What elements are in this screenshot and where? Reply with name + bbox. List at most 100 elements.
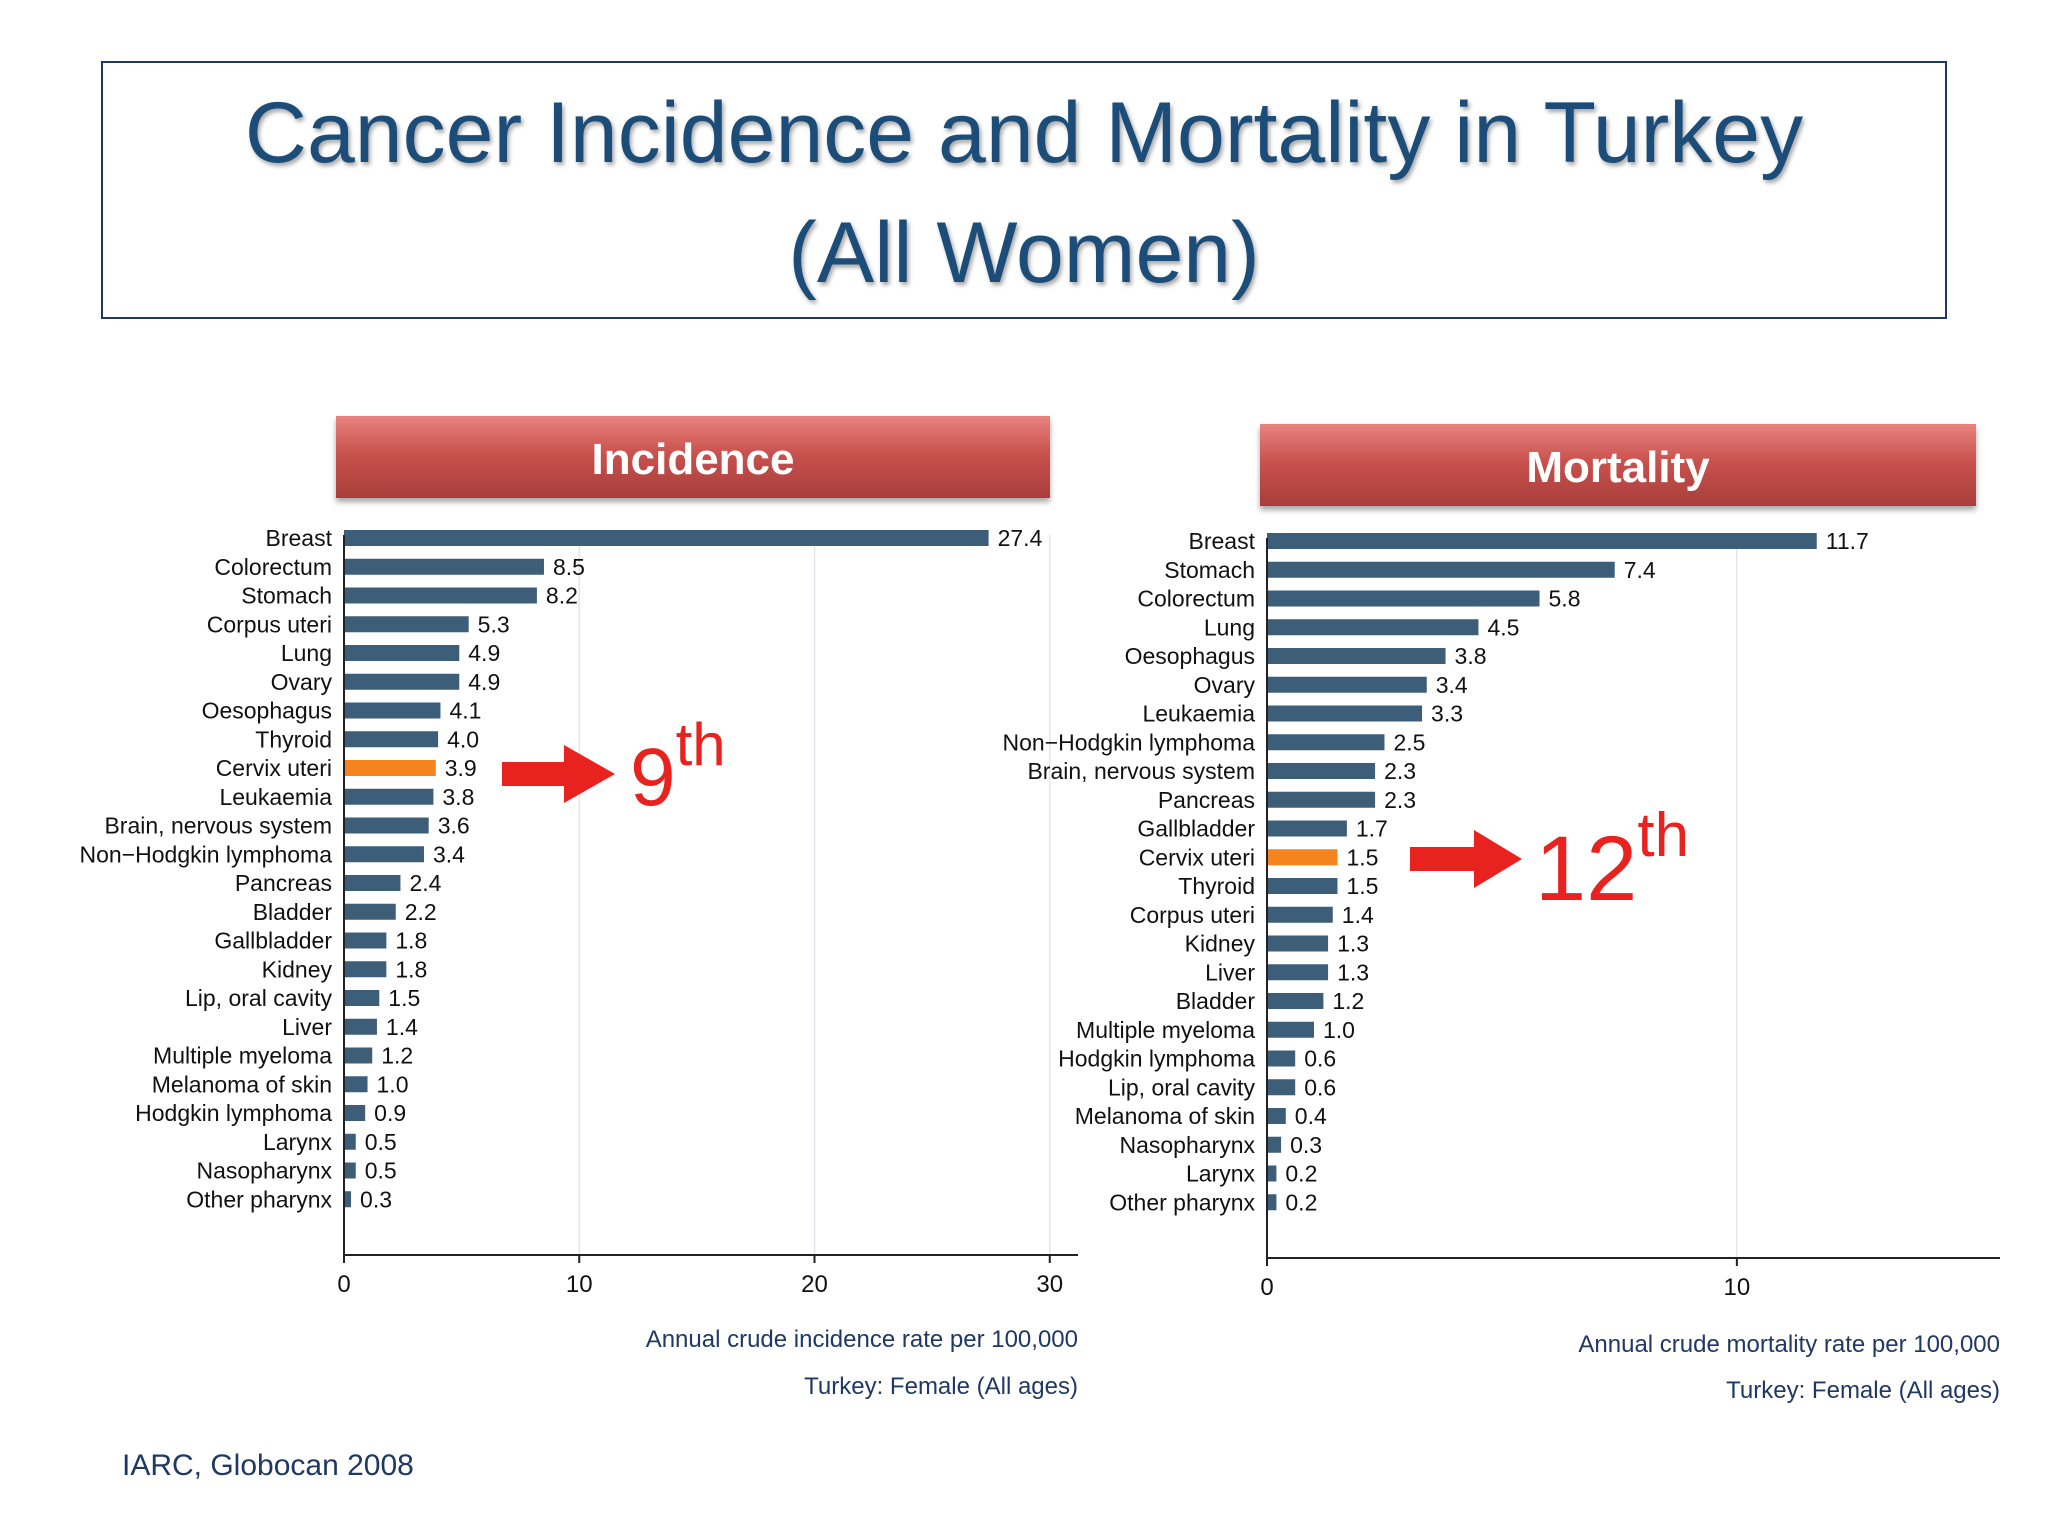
incidence-category-label: Melanoma of skin — [152, 1071, 332, 1097]
incidence-bar-leukaemia — [344, 788, 434, 805]
mortality-bar-kidney — [1267, 935, 1329, 952]
mortality-bar-cervix-uteri — [1267, 849, 1338, 866]
incidence-value-label: 0.5 — [365, 1158, 397, 1184]
incidence-bar-pancreas — [344, 875, 401, 891]
incidence-bar-kidney — [344, 961, 387, 978]
mortality-bar-thyroid — [1267, 878, 1338, 894]
incidence-banner-label: Incidence — [592, 435, 795, 484]
incidence-bar-corpus-uteri — [344, 616, 469, 633]
mortality-bar-leukaemia — [1267, 705, 1423, 722]
incidence-value-label: 0.5 — [365, 1129, 397, 1155]
mortality-value-label: 1.3 — [1337, 959, 1369, 985]
mortality-note: Turkey: Female (All ages) — [1726, 1377, 2000, 1404]
mortality-bar-bladder — [1267, 993, 1324, 1009]
incidence-category-label: Stomach — [241, 583, 332, 609]
mortality-bar-other-pharynx — [1267, 1194, 1277, 1211]
incidence-bar-gallbladder — [344, 932, 387, 949]
incidence-value-label: 5.3 — [478, 611, 510, 637]
incidence-value-label: 2.2 — [405, 899, 437, 925]
incidence-category-label: Lung — [281, 640, 332, 666]
incidence-value-label: 4.9 — [468, 669, 500, 695]
mortality-category-label: Lip, oral cavity — [1108, 1074, 1256, 1100]
incidence-bar-bladder — [344, 903, 396, 920]
mortality-bar-non-hodgkin-lymphoma — [1267, 734, 1385, 751]
incidence-category-label: Breast — [266, 525, 333, 551]
incidence-category-label: Non−Hodgkin lymphoma — [80, 841, 333, 867]
mortality-banner-label: Mortality — [1526, 443, 1710, 492]
mortality-bar-colorectum — [1267, 590, 1540, 607]
mortality-value-label: 0.3 — [1290, 1132, 1322, 1158]
incidence-category-label: Hodgkin lymphoma — [135, 1100, 332, 1126]
mortality-bar-oesophagus — [1267, 648, 1446, 664]
mortality-value-label: 0.2 — [1285, 1161, 1317, 1187]
incidence-category-label: Liver — [282, 1014, 332, 1040]
incidence-value-label: 3.8 — [442, 784, 474, 810]
incidence-x-axis-label: Annual crude incidence rate per 100,000 — [646, 1326, 1078, 1353]
incidence-bar-ovary — [344, 673, 460, 690]
incidence-bar-nasopharynx — [344, 1162, 356, 1179]
mortality-category-label: Liver — [1205, 959, 1255, 985]
incidence-bar-hodgkin-lymphoma — [344, 1105, 366, 1121]
incidence-category-label: Oesophagus — [202, 698, 332, 724]
mortality-value-label: 7.4 — [1624, 557, 1656, 583]
mortality-bar-lip-oral-cavity — [1267, 1079, 1296, 1096]
incidence-value-label: 3.9 — [445, 755, 477, 781]
incidence-note: Turkey: Female (All ages) — [804, 1373, 1078, 1400]
incidence-category-label: Lip, oral cavity — [185, 985, 333, 1011]
mortality-category-label: Lung — [1204, 614, 1255, 640]
mortality-category-label: Brain, nervous system — [1027, 758, 1255, 784]
mortality-value-label: 1.2 — [1332, 988, 1364, 1014]
title-frame — [101, 61, 1947, 319]
mortality-value-label: 1.4 — [1342, 902, 1374, 928]
incidence-value-label: 0.3 — [360, 1186, 392, 1212]
mortality-bar-pancreas — [1267, 791, 1376, 808]
mortality-value-label: 3.8 — [1455, 643, 1487, 669]
incidence-category-label: Pancreas — [235, 870, 332, 896]
mortality-category-label: Non−Hodgkin lymphoma — [1003, 729, 1256, 755]
incidence-category-label: Corpus uteri — [207, 611, 332, 637]
mortality-value-label: 2.3 — [1384, 787, 1416, 813]
incidence-chart: Incidence Breast 27.4 Colorectum 8.5 Stomach… — [80, 416, 1078, 1400]
incidence-category-label: Kidney — [262, 956, 333, 982]
incidence-x-tick-label: 30 — [1036, 1271, 1063, 1298]
mortality-rank-arrow — [1410, 830, 1522, 888]
mortality-bar-ovary — [1267, 676, 1427, 693]
mortality-banner — [1260, 424, 1976, 506]
incidence-value-label: 1.0 — [377, 1071, 409, 1097]
incidence-value-label: 4.1 — [449, 698, 481, 724]
mortality-chart: Mortality Breast 11.7 Stomach 7.4 Colorectum… — [1003, 424, 2000, 1404]
mortality-bar-breast — [1267, 533, 1817, 549]
mortality-value-label: 1.3 — [1337, 931, 1369, 957]
incidence-x-tick-label: 10 — [566, 1271, 593, 1298]
mortality-category-label: Corpus uteri — [1130, 902, 1255, 928]
mortality-category-label: Gallbladder — [1137, 816, 1255, 842]
mortality-category-label: Melanoma of skin — [1075, 1103, 1255, 1129]
mortality-value-label: 0.6 — [1304, 1046, 1336, 1072]
incidence-value-label: 1.2 — [381, 1043, 413, 1069]
incidence-bar-breast — [344, 530, 989, 546]
mortality-value-label: 1.5 — [1346, 844, 1378, 870]
incidence-category-label: Nasopharynx — [196, 1158, 332, 1184]
incidence-bar-liver — [344, 1018, 377, 1035]
incidence-bar-stomach — [344, 587, 537, 604]
incidence-category-label: Colorectum — [214, 554, 332, 580]
mortality-bar-larynx — [1267, 1165, 1277, 1182]
mortality-value-label: 0.6 — [1304, 1074, 1336, 1100]
incidence-category-label: Thyroid — [255, 726, 332, 752]
incidence-value-label: 3.4 — [433, 841, 465, 867]
incidence-bar-other-pharynx — [344, 1191, 352, 1208]
mortality-value-label: 0.4 — [1295, 1103, 1327, 1129]
mortality-x-tick-label: 10 — [1724, 1274, 1751, 1301]
incidence-bar-colorectum — [344, 558, 544, 575]
incidence-bar-non-hodgkin-lymphoma — [344, 846, 424, 863]
mortality-category-label: Breast — [1189, 528, 1256, 554]
mortality-bar-multiple-myeloma — [1267, 1021, 1314, 1038]
incidence-category-label: Cervix uteri — [216, 755, 332, 781]
incidence-value-label: 8.5 — [553, 554, 585, 580]
mortality-value-label: 2.5 — [1393, 729, 1425, 755]
mortality-category-label: Other pharynx — [1109, 1189, 1255, 1215]
mortality-value-label: 4.5 — [1487, 614, 1519, 640]
incidence-value-label: 4.0 — [447, 726, 479, 752]
incidence-value-label: 8.2 — [546, 583, 578, 609]
